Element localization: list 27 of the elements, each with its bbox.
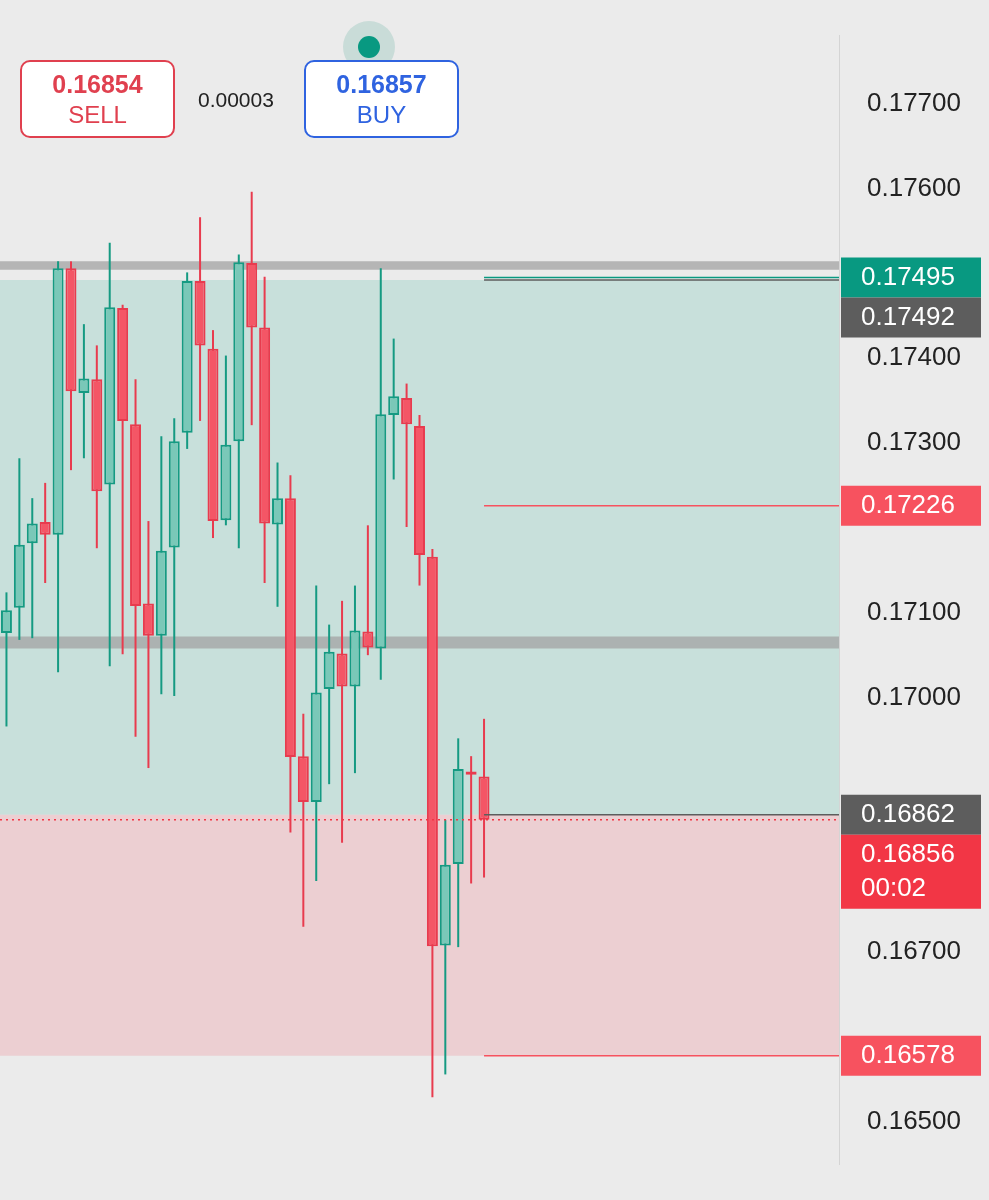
candlestick	[26, 497, 38, 640]
annotation: 0.16857	[335, 70, 428, 99]
ref-line-label: 0.17495	[861, 260, 955, 291]
y-tick-label: 0.16500	[867, 1105, 961, 1136]
candlestick	[272, 461, 283, 608]
ref-line-label: 0.16862	[861, 797, 955, 828]
annotation: 0.00003	[198, 88, 274, 112]
y-tick-label: 0.17400	[867, 341, 961, 372]
y-tick-label: 0.17700	[867, 86, 961, 117]
candlestick	[362, 524, 374, 657]
y-tick-label: 0.17300	[867, 426, 961, 457]
annotation: BUY	[355, 101, 408, 129]
annotation: 0.16854	[51, 70, 144, 99]
candlestick	[401, 382, 413, 529]
y-tick-label: 0.17600	[867, 171, 961, 202]
y-tick-label: 0.16700	[867, 935, 961, 966]
ref-line-label: 0.16856 00:02	[861, 837, 955, 902]
candlestick	[0, 591, 12, 728]
ref-line-label: 0.17226	[861, 488, 955, 519]
candlestick	[388, 337, 400, 481]
ref-line-label: 0.17492	[861, 300, 955, 331]
candlestick	[39, 481, 51, 585]
annotation: SELL	[67, 101, 128, 129]
y-tick-label: 0.17100	[867, 595, 961, 626]
ref-line-label: 0.16578	[861, 1038, 955, 1069]
candlestick	[78, 323, 90, 460]
y-tick-label: 0.17000	[867, 680, 961, 711]
